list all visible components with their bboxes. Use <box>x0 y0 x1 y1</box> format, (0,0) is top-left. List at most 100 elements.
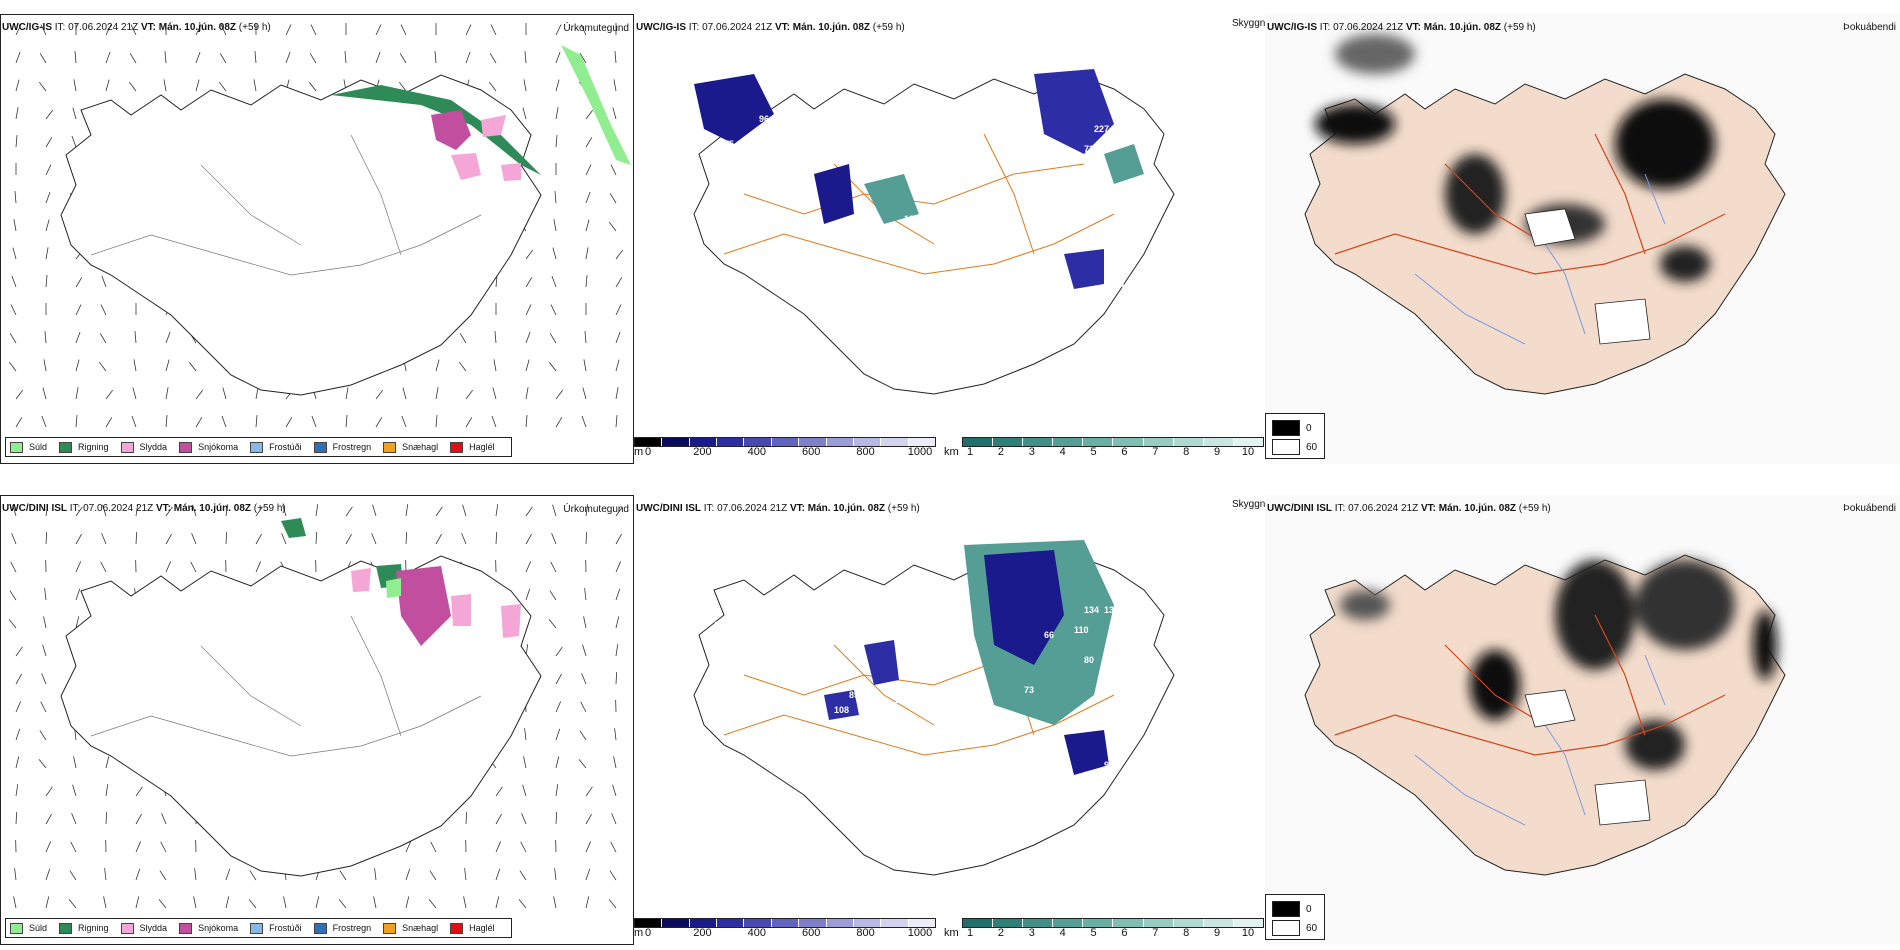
legend-label: Súld <box>29 442 48 452</box>
colorbar-tick: 3 <box>1028 927 1035 939</box>
precip-legend: Súld Rigning Slydda Snjókoma Frostúði Frostre… <box>5 437 512 457</box>
roads-red <box>1334 614 1726 756</box>
wind-barb <box>135 532 138 545</box>
drizzle-band <box>561 45 631 165</box>
wind-barb <box>375 417 383 428</box>
colorbar-tick: 2 <box>997 446 1004 458</box>
wind-barb <box>553 896 557 909</box>
it-label: IT: <box>688 22 700 33</box>
wind-barb <box>555 728 561 741</box>
colorbar-segment-6 <box>1143 919 1174 927</box>
wind-barb <box>405 504 409 517</box>
precip-title: Úrkomutegund <box>563 504 629 515</box>
legend-label: Snæhagl <box>402 923 439 933</box>
colorbar-tick: 6 <box>1121 446 1128 458</box>
wind-barb <box>225 896 230 909</box>
wind-barb <box>458 361 467 372</box>
colorbar-segment-6 <box>1143 438 1174 446</box>
wind-barb <box>614 728 617 741</box>
cloud-base-value: 134 <box>1084 605 1100 615</box>
colorbar-segment-6 <box>799 438 827 446</box>
wind-barb <box>45 164 52 176</box>
legend-swatch <box>10 922 23 934</box>
wind-barb <box>255 533 262 545</box>
vt-label: VT: <box>155 503 171 514</box>
wind-barb <box>71 813 77 825</box>
wind-barb <box>43 616 47 629</box>
wind-barb <box>521 813 527 825</box>
wind-barb <box>68 899 77 909</box>
lead-time: (+59 h) <box>238 22 271 33</box>
wind-barb <box>489 53 497 64</box>
wind-barb <box>555 784 559 797</box>
colorbar-tick: 8 <box>1183 927 1190 939</box>
wind-barb <box>160 841 167 853</box>
wind-barb <box>75 616 80 629</box>
wind-barb <box>549 333 557 344</box>
model-name: UWC/DINI ISL <box>636 503 701 514</box>
wind-barb <box>495 504 499 517</box>
wind-barb <box>613 79 617 92</box>
legend-item-7: Haglél <box>450 922 495 934</box>
wind-barb <box>11 275 17 288</box>
wind-barb <box>405 896 410 909</box>
legend-item-3: Snjókoma <box>179 441 238 453</box>
colorbar-segment-10 <box>908 438 935 446</box>
wind-barb <box>555 389 564 400</box>
sleet-area <box>451 115 521 181</box>
model-name: UWC/IG-IS <box>2 22 52 33</box>
colorbar-tick: 800 <box>856 927 875 939</box>
legend-item-4: Frostúði <box>250 922 302 934</box>
wind-barb <box>614 51 617 64</box>
wind-barb <box>15 756 20 769</box>
fog-panel-row1: Þokuábendi <box>1265 14 1900 464</box>
wind-barb <box>42 387 47 400</box>
colorbar-tick: 10 <box>1241 446 1255 458</box>
wind-barb <box>548 619 557 629</box>
wind-barb <box>222 387 227 400</box>
wind-barb <box>345 533 352 545</box>
legend-label: Frostúði <box>269 442 302 452</box>
wind-barb <box>71 135 77 148</box>
legend-item-1: Rigning <box>59 441 109 453</box>
wind-barb <box>165 533 172 545</box>
wind-barb <box>42 644 47 657</box>
cloud-panel-row2: 18 43 174 108 125 89 96 100 134 135 80 113 110 91 89 73… <box>634 495 1268 945</box>
visibility-ticks: km 1 2 3 4 5 6 7 8 9 10 <box>944 446 1262 460</box>
wind-barb <box>39 730 47 741</box>
wind-barb <box>15 701 22 713</box>
legend-swatch <box>313 922 327 934</box>
fog-swatch-light <box>1272 439 1300 455</box>
wind-barb <box>158 899 167 909</box>
wind-barb <box>15 417 23 428</box>
wind-barb <box>585 109 594 120</box>
wind-barb <box>495 868 501 881</box>
wind-barb <box>494 331 497 344</box>
fog-swatch-dark <box>1272 420 1300 436</box>
legend-swatch <box>179 441 193 453</box>
wind-barb <box>401 415 407 428</box>
wind-barb <box>15 389 24 400</box>
it-label: IT: <box>703 503 715 514</box>
colorbar-segment-4 <box>744 438 772 446</box>
wind-barb <box>165 561 172 573</box>
cloud-base-value: 38 <box>1054 149 1065 159</box>
wind-barb <box>398 81 407 92</box>
cloud-base-value: 174 <box>749 595 765 605</box>
legend-label: Haglél <box>469 442 495 452</box>
colorbar-unit: km <box>944 927 959 939</box>
legend-swatch <box>59 441 73 453</box>
wind-barb <box>549 590 557 601</box>
colorbar-tick: 4 <box>1059 927 1066 939</box>
wind-barb <box>133 359 137 372</box>
colorbar-segment-8 <box>853 438 882 446</box>
wind-barb <box>104 868 107 881</box>
legend-item-0: Súld <box>10 922 47 934</box>
wind-barb <box>165 331 171 344</box>
wind-barb <box>105 51 111 64</box>
fog-value-bottom: 60 <box>1306 441 1318 453</box>
colorbar-segment-0 <box>635 438 663 446</box>
colorbar-segment-8 <box>1203 919 1234 927</box>
colorbar-segment-1 <box>993 919 1024 927</box>
wind-barb <box>615 588 621 601</box>
